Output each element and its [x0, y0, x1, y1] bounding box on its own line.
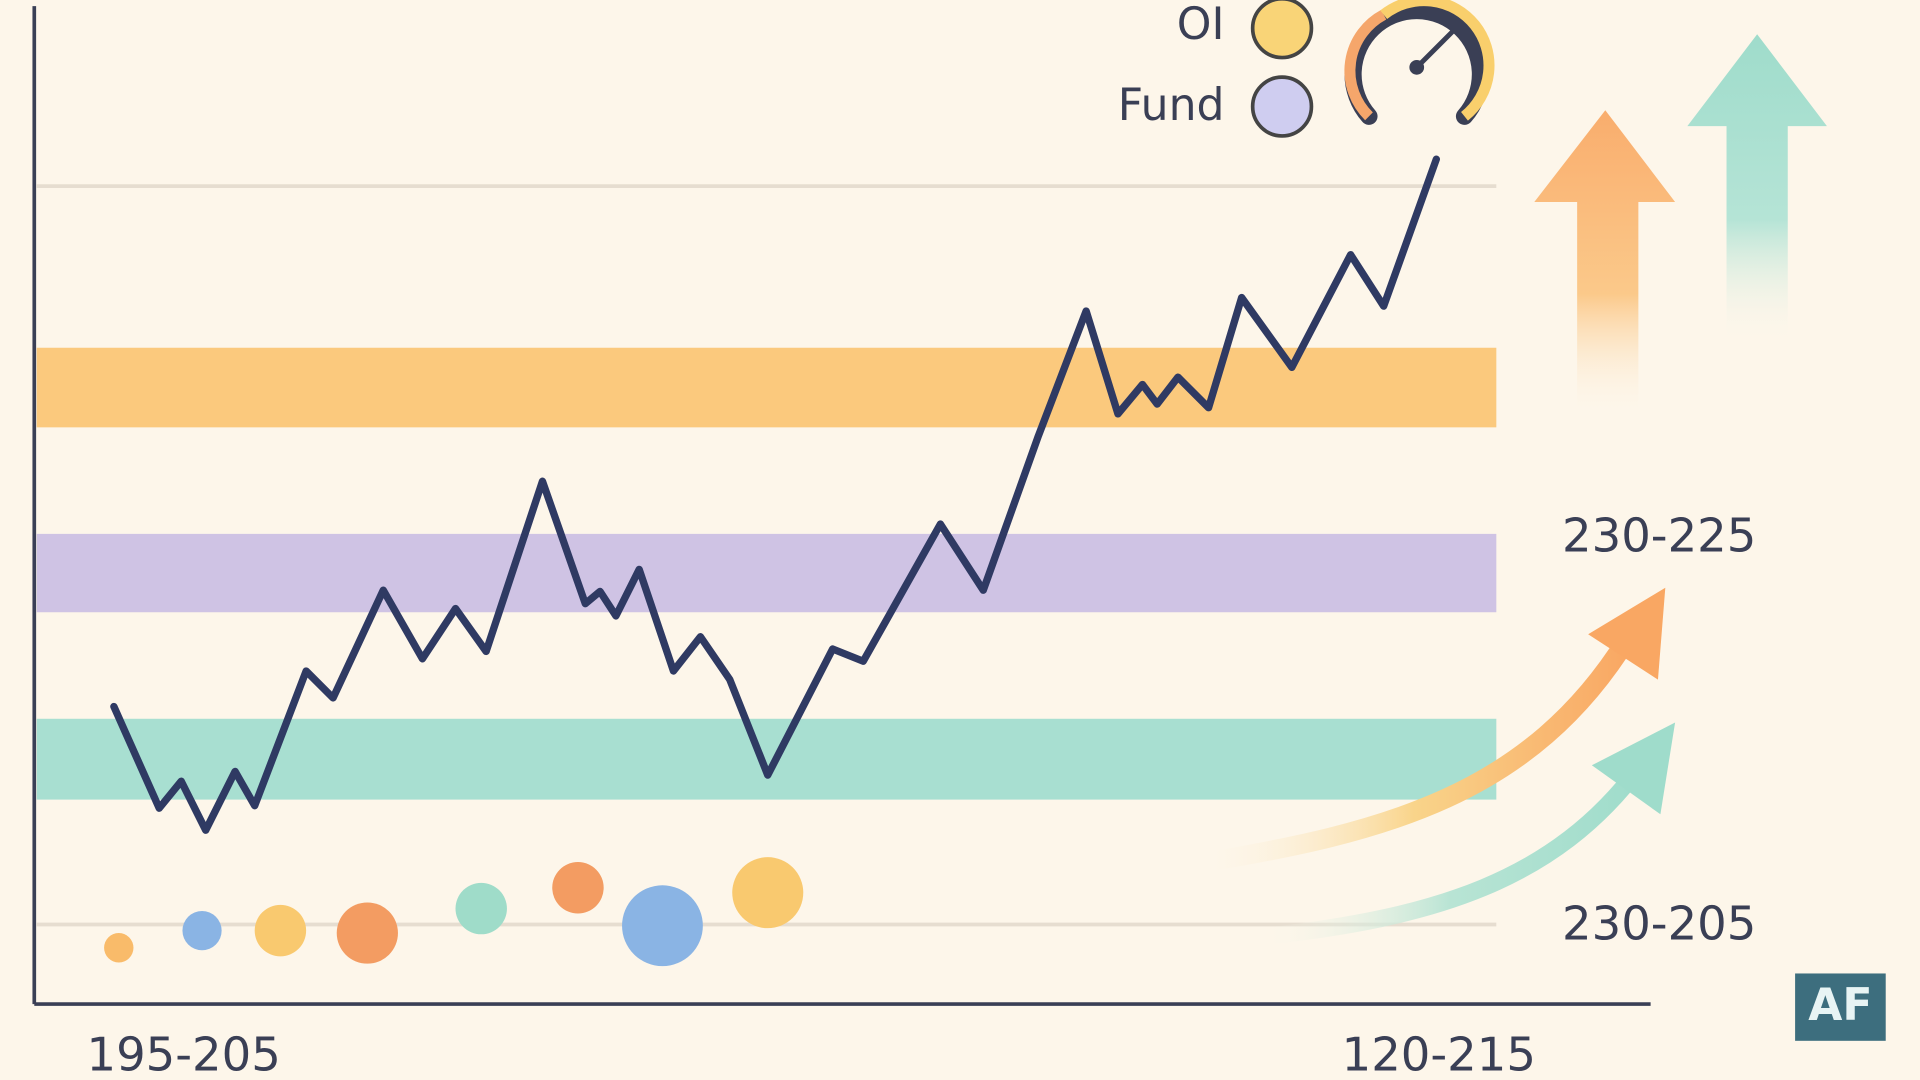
- bubble: [732, 857, 804, 929]
- band-purple: [36, 533, 1497, 613]
- arrow-head: [1591, 722, 1676, 815]
- bubble: [254, 904, 307, 957]
- annotation: 230-205: [1562, 896, 1756, 950]
- curve-arrow-teal: [1260, 760, 1648, 946]
- price-line: [110, 155, 1440, 834]
- badge: AF: [1808, 980, 1872, 1031]
- bubble: [552, 862, 604, 914]
- band-orange: [36, 347, 1497, 428]
- arrow-head: [1588, 587, 1666, 680]
- x-label: 120-215: [1342, 1027, 1536, 1080]
- legend-label: OI: [1177, 0, 1225, 50]
- arrow-up-teal: [1687, 34, 1827, 343]
- band-teal: [36, 718, 1497, 800]
- legend-swatch: [1250, 0, 1314, 60]
- curve-arrow-orange: [1198, 631, 1637, 873]
- x-label: 195-205: [86, 1027, 280, 1080]
- badge-bg: [1795, 973, 1886, 1041]
- gauge-icon: [1344, 0, 1495, 125]
- bubble: [104, 933, 134, 963]
- bubbles: [104, 857, 804, 967]
- arrow-up-orange: [1534, 110, 1676, 417]
- bubble: [336, 902, 398, 964]
- bubble: [182, 911, 222, 951]
- bubble: [455, 882, 507, 935]
- legend-label: Fund: [1118, 80, 1225, 131]
- annotation: 230-225: [1562, 508, 1756, 562]
- legend-swatch: [1250, 75, 1314, 138]
- bubble: [622, 885, 703, 967]
